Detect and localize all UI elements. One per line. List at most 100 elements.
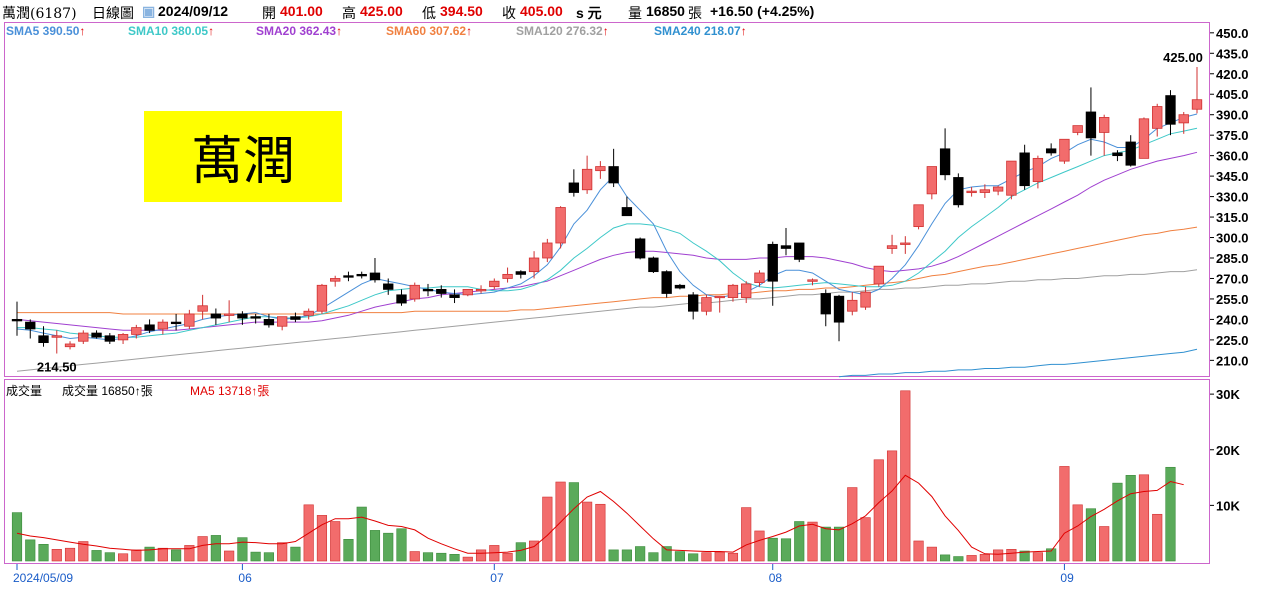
volume-tick-label: 10K <box>1216 498 1240 513</box>
volume-bar <box>502 552 513 562</box>
volume-bar <box>1046 548 1057 562</box>
volume-bar <box>847 487 858 562</box>
volume-bar <box>144 546 155 562</box>
candle-down <box>356 273 367 277</box>
price-tick-label: 210.0 <box>1216 353 1249 368</box>
legend-sma10: SMA10 380.05↑ <box>128 24 214 38</box>
candle-down <box>767 243 778 282</box>
candle-up <box>886 245 898 249</box>
legend-sma5-text: SMA5 390.50 <box>6 24 80 38</box>
close-value: 405.00 <box>520 3 563 19</box>
ma5-legend-text: MA5 13718 <box>190 384 252 398</box>
volume-bar <box>767 537 778 562</box>
volume-bar <box>542 496 553 562</box>
volume-bar <box>1059 466 1070 562</box>
volume-bar <box>860 517 871 562</box>
candle-up <box>1006 160 1017 196</box>
volume-bar <box>422 552 434 562</box>
volume-bar <box>688 553 699 562</box>
volume-bar <box>1152 513 1163 562</box>
legend-sma120: SMA120 276.32↑ <box>516 24 609 38</box>
candle-up <box>701 297 712 312</box>
price-tick-label: 315.0 <box>1216 210 1249 225</box>
volume-bar <box>436 552 447 562</box>
date-tick-label: 2024/05/09 <box>13 571 73 585</box>
legend-sma120-text: SMA120 276.32 <box>516 24 603 38</box>
candle-down <box>939 148 951 176</box>
volume-bar <box>171 549 182 562</box>
price-change: +16.50 (+4.25%) <box>710 3 815 19</box>
candle-down <box>422 288 434 292</box>
low-label: 低 <box>422 5 436 21</box>
currency: s 元 <box>576 5 602 21</box>
price-tick-label: 390.0 <box>1216 108 1249 123</box>
candle-down <box>648 257 659 273</box>
candle-down <box>833 295 845 323</box>
candle-up <box>1138 118 1150 159</box>
candle-up <box>581 168 593 191</box>
candle-up <box>992 186 1004 192</box>
legend-sma10-text: SMA10 380.05 <box>128 24 209 38</box>
volume-bar <box>237 537 248 562</box>
volume-bar <box>807 521 818 562</box>
candle-up <box>157 321 169 330</box>
candle-down <box>436 288 447 294</box>
volume-bar <box>356 506 367 562</box>
volume-bar <box>1032 552 1043 562</box>
candle-up <box>1191 99 1203 110</box>
candle-up <box>741 283 752 298</box>
low-annotation: 214.50 <box>37 360 77 375</box>
candle-down <box>634 238 646 259</box>
ma5-legend-item: MA5 13718↑張 <box>190 382 269 399</box>
volume-bar <box>966 555 977 562</box>
volume-bar <box>210 535 221 562</box>
price-tick-label: 345.0 <box>1216 169 1249 184</box>
volume-value: 16850 <box>646 3 685 19</box>
candle-up <box>860 291 871 308</box>
volume-bar <box>873 459 884 562</box>
volume-bar <box>369 530 381 562</box>
volume-bar <box>1165 466 1176 562</box>
volume-legend-unit: ↑張 <box>134 384 153 398</box>
price-tick-label: 405.0 <box>1216 87 1249 102</box>
candle-up <box>1059 138 1070 162</box>
price-tick-label: 255.0 <box>1216 292 1249 307</box>
volume-bar <box>462 556 473 562</box>
date-tick-label: 09 <box>1060 571 1074 585</box>
candle-down <box>1085 111 1097 139</box>
up-arrow-icon: ↑ <box>79 24 86 38</box>
volume-bar <box>754 530 765 562</box>
candle-down <box>449 294 460 298</box>
price-tick-label: 270.0 <box>1216 271 1249 286</box>
open-value: 401.00 <box>280 3 323 19</box>
volume-bar <box>993 549 1004 562</box>
up-arrow-icon: ↑ <box>602 24 609 38</box>
high-annotation: 425.00 <box>1163 50 1203 65</box>
candle-down <box>608 166 619 184</box>
candle-down <box>263 319 275 326</box>
volume-bar <box>794 521 805 562</box>
volume-bar <box>1099 526 1110 562</box>
volume-bar <box>635 546 646 562</box>
volume-bar <box>104 552 115 562</box>
candle-down <box>953 177 964 206</box>
candle-down <box>515 271 526 275</box>
price-tick-label: 420.0 <box>1216 67 1249 82</box>
chart-kind: 日線圖 <box>92 5 134 21</box>
candle-up <box>873 265 884 285</box>
volume-bar <box>648 552 659 562</box>
volume-bar <box>330 521 341 562</box>
candle-up <box>979 189 991 193</box>
candle-up <box>1032 157 1044 182</box>
volume-bar <box>529 540 540 562</box>
legend-sma240: SMA240 218.07↑ <box>654 24 747 38</box>
volume-bar <box>913 540 924 562</box>
candle-up <box>555 207 566 244</box>
volume-bar <box>661 546 672 562</box>
volume-label: 量 <box>628 5 642 21</box>
volume-bar <box>1125 475 1136 562</box>
candle-down <box>568 182 580 193</box>
volume-bar <box>290 546 301 562</box>
candle-down <box>396 294 407 304</box>
sma10-line <box>17 127 1198 338</box>
